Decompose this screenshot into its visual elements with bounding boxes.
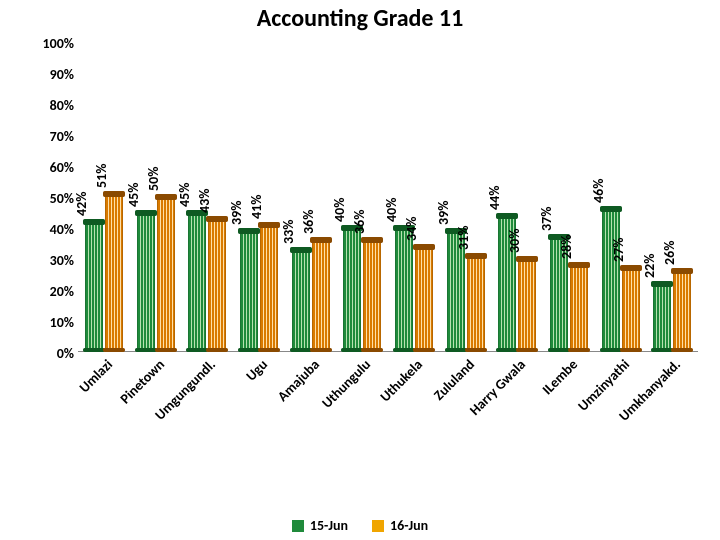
bar-16jun: 26% <box>673 270 691 351</box>
bar-16jun: 27% <box>622 267 640 351</box>
bar-group: 42%51% <box>78 42 130 351</box>
y-tick: 40% <box>30 221 74 238</box>
data-label: 28% <box>558 235 575 259</box>
data-label: 22% <box>641 253 658 277</box>
y-tick: 50% <box>30 190 74 207</box>
data-label: 36% <box>300 210 317 234</box>
bar-group: 33%36% <box>285 42 337 351</box>
bar-group: 37%28% <box>543 42 595 351</box>
bar-16jun: 41% <box>260 224 278 351</box>
bar-16jun: 30% <box>518 258 536 351</box>
bar-16jun: 28% <box>570 264 588 351</box>
x-label-slot: Amajuba <box>285 354 337 494</box>
legend-swatch-16jun <box>372 520 384 532</box>
x-label-slot: ILembe <box>543 354 595 494</box>
y-tick: 80% <box>30 97 74 114</box>
bar-15jun: 22% <box>653 283 671 351</box>
bar-16jun: 51% <box>105 193 123 351</box>
x-label: ILembe <box>539 356 581 398</box>
legend: 15-Jun 16-Jun <box>0 517 720 534</box>
bar-16jun: 36% <box>363 239 381 351</box>
y-tick: 70% <box>30 128 74 145</box>
bar-15jun: 46% <box>602 208 620 351</box>
data-label: 40% <box>383 198 400 222</box>
y-tick: 90% <box>30 66 74 83</box>
data-label: 46% <box>590 179 607 203</box>
x-axis-labels: Umlazi PinetownUmgungundl. Ugu AmajubaUthun… <box>78 354 698 494</box>
legend-item-15jun: 15-Jun <box>292 517 348 534</box>
legend-label-15jun: 15-Jun <box>310 517 348 534</box>
bar-15jun: 45% <box>188 212 206 352</box>
bar-group: 40%36% <box>336 42 388 351</box>
data-label: 37% <box>538 207 555 231</box>
bar-15jun: 40% <box>343 227 361 351</box>
data-label: 36% <box>351 210 368 234</box>
x-label-slot: Uthukela <box>388 354 440 494</box>
legend-swatch-15jun <box>292 520 304 532</box>
x-label-slot: Pinetown <box>130 354 182 494</box>
y-tick: 30% <box>30 252 74 269</box>
bar-group: 45%50% <box>130 42 182 351</box>
legend-label-16jun: 16-Jun <box>390 517 428 534</box>
x-label-slot: Umgungundl. <box>181 354 233 494</box>
y-tick: 10% <box>30 314 74 331</box>
data-label: 39% <box>228 201 245 225</box>
bar-group: 45%43% <box>181 42 233 351</box>
chart-title: Accounting Grade 11 <box>0 4 720 33</box>
x-label: Ugu <box>242 356 270 384</box>
data-label: 34% <box>403 216 420 240</box>
data-label: 30% <box>506 229 523 253</box>
x-label-slot: Zululand <box>440 354 492 494</box>
bar-15jun: 40% <box>395 227 413 351</box>
bar-16jun: 34% <box>415 246 433 351</box>
bar-16jun: 36% <box>312 239 330 351</box>
x-label-slot: Umzinyathi <box>595 354 647 494</box>
data-label: 42% <box>73 191 90 215</box>
y-tick: 100% <box>30 35 74 52</box>
data-label: 26% <box>661 241 678 265</box>
bar-15jun: 33% <box>292 249 310 351</box>
y-tick: 0% <box>30 345 74 362</box>
legend-item-16jun: 16-Jun <box>372 517 428 534</box>
data-label: 39% <box>435 201 452 225</box>
bar-group: 44%30% <box>491 42 543 351</box>
x-label-slot: Uthungulu <box>336 354 388 494</box>
bar-group: 40%34% <box>388 42 440 351</box>
x-label-slot: Ugu <box>233 354 285 494</box>
data-label: 50% <box>145 167 162 191</box>
data-label: 51% <box>93 164 110 188</box>
y-tick: 20% <box>30 283 74 300</box>
bar-group: 39%31% <box>440 42 492 351</box>
bar-15jun: 39% <box>240 230 258 351</box>
data-label: 43% <box>196 188 213 212</box>
data-label: 40% <box>331 198 348 222</box>
x-label-slot: Harry Gwala <box>491 354 543 494</box>
bar-15jun: 42% <box>85 221 103 351</box>
bar-groups: 42%51%45%50%45%43%39%41%33%36%40%36%40%3… <box>78 42 698 351</box>
chart: Accounting Grade 11 0% 10% 20% 30% 40% 50% 60%… <box>0 0 720 540</box>
x-label-slot: Umlazi <box>78 354 130 494</box>
data-label: 33% <box>280 219 297 243</box>
data-label: 45% <box>125 182 142 206</box>
y-tick: 60% <box>30 159 74 176</box>
data-label: 27% <box>610 238 627 262</box>
bar-group: 46%27% <box>595 42 647 351</box>
bar-16jun: 50% <box>157 196 175 351</box>
data-label: 44% <box>486 185 503 209</box>
plot-area: 42%51%45%50%45%43%39%41%33%36%40%36%40%3… <box>78 42 698 352</box>
x-label: Umlazi <box>76 356 116 396</box>
data-label: 31% <box>455 226 472 250</box>
bar-group: 22%26% <box>646 42 698 351</box>
data-label: 41% <box>248 195 265 219</box>
x-label-slot: Umkhanyakd. <box>646 354 698 494</box>
bar-16jun: 31% <box>467 255 485 351</box>
bar-15jun: 45% <box>137 212 155 352</box>
bar-group: 39%41% <box>233 42 285 351</box>
data-label: 45% <box>176 182 193 206</box>
bar-16jun: 43% <box>208 218 226 351</box>
